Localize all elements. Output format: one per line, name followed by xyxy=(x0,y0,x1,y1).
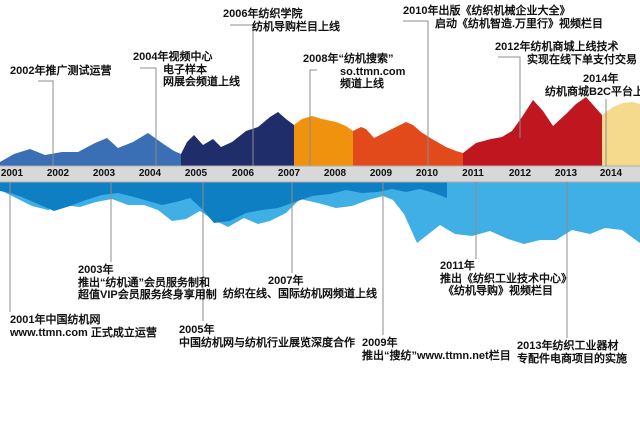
timeline-bar xyxy=(0,166,640,182)
timeline-year-2006: 2006 xyxy=(231,168,255,179)
stream-segment-2011-2013 xyxy=(463,97,602,167)
event-2012-line: 2012年纺机商城上线技术 xyxy=(495,41,619,53)
stream-segment-2009-2010 xyxy=(353,122,463,167)
below-stream-darkblue xyxy=(0,182,447,223)
stream-segment-2005-2006 xyxy=(181,112,294,167)
event-2009: 2009年 推出“搜纺”www.ttmn.net栏目 xyxy=(362,337,511,362)
event-2011-line: 推出《纺织工业技术中心》 xyxy=(440,272,572,285)
event-2001-line: www.ttmn.com 正式成立运营 xyxy=(10,326,157,339)
event-2013-line: 专配件电商项目的实施 xyxy=(517,352,627,365)
event-2013: 2013年纺织工业器材 专配件电商项目的实施 xyxy=(517,340,627,365)
event-2010: 2010年出版《纺织机械企业大全》 启动《纺机智造.万里行》视频栏目 xyxy=(403,5,603,30)
event-2005-line: 2005年 xyxy=(179,324,215,336)
event-2005: 2005年 中国纺机网与纺机行业展览深度合作 xyxy=(179,324,355,349)
event-2004: 2004年视频中心 电子样本 网展会频道上线 xyxy=(133,51,240,89)
event-2012-line: 实现在线下单支付交易 xyxy=(527,53,637,66)
event-2007-line: 2007年 xyxy=(268,275,304,287)
timeline-year-2010: 2010 xyxy=(415,168,439,179)
event-2006-line: 纺机导购栏目上线 xyxy=(252,20,340,33)
stream-segment-2001-2004 xyxy=(0,133,181,167)
event-2012: 2012年纺机商城上线技术 实现在线下单支付交易 xyxy=(495,41,637,66)
event-2003: 2003年 推出“纺机通”会员服务制和 超值VIP会员服务终身享用制 xyxy=(78,264,217,302)
event-2014: 2014年 纺机商城B2C平台上线 xyxy=(545,73,640,98)
event-2009-line: 2009年 xyxy=(362,337,398,349)
timeline-year-2002: 2002 xyxy=(46,168,70,179)
event-2001-line: 2001年中国纺机网 xyxy=(10,314,101,326)
event-2011: 2011年 推出《纺织工业技术中心》 《纺机导购》视频栏目 xyxy=(440,260,572,298)
event-2001: 2001年中国纺机网 www.ttmn.com 正式成立运营 xyxy=(10,314,157,339)
event-2011-line: 2011年 xyxy=(440,260,475,272)
event-2011-line: 《纺机导购》视频栏目 xyxy=(443,285,553,297)
event-2008-line: so.ttmn.com xyxy=(340,65,406,78)
stream-segment-2007-2008 xyxy=(294,116,353,167)
connector-line-2012 xyxy=(498,56,521,138)
connector-line-2010 xyxy=(403,20,429,166)
timeline-year-2007: 2007 xyxy=(277,168,301,179)
event-2006-line: 2006年纺织学院 xyxy=(223,8,303,20)
event-2002: 2002年推广测试运营 xyxy=(10,65,111,78)
event-2010-line: 启动《纺机智造.万里行》视频栏目 xyxy=(435,17,604,30)
timeline-year-2008: 2008 xyxy=(323,168,347,179)
event-2006: 2006年纺织学院 纺机导购栏目上线 xyxy=(223,8,340,33)
timeline-year-2013: 2013 xyxy=(554,168,578,179)
event-2004-line: 电子样本 xyxy=(163,63,207,76)
timeline-year-2003: 2003 xyxy=(92,168,116,179)
event-2002-line: 2002年推广测试运营 xyxy=(10,65,112,77)
connector-line-2002 xyxy=(38,80,54,166)
timeline-year-2005: 2005 xyxy=(184,168,208,179)
event-2003-line: 超值VIP会员服务终身享用制 xyxy=(78,289,217,301)
event-2008: 2008年“纺机搜索” so.ttmn.com 频道上线 xyxy=(303,53,405,91)
event-2008-line: 2008年“纺机搜索” xyxy=(303,53,394,65)
event-2013-line: 2013年纺织工业器材 xyxy=(517,340,619,352)
timeline-year-2004: 2004 xyxy=(138,168,162,179)
event-2007: 2007年 纺织在线、国际纺机网频道上线 xyxy=(223,275,377,300)
timeline-year-2011: 2011 xyxy=(462,168,484,179)
event-2014-line: 纺机商城B2C平台上线 xyxy=(545,85,640,98)
event-2003-line: 2003年 xyxy=(78,264,114,276)
event-2004-line: 网展会频道上线 xyxy=(163,76,240,88)
connector-line-2006 xyxy=(230,24,254,166)
event-2003-line: 推出“纺机通”会员服务制和 xyxy=(78,276,210,289)
connector-line-2008 xyxy=(309,69,317,166)
event-2009-line: 推出“搜纺”www.ttmn.net栏目 xyxy=(362,349,511,362)
event-2007-line: 纺织在线、国际纺机网频道上线 xyxy=(223,287,377,300)
event-2014-line: 2014年 xyxy=(583,73,619,85)
event-2004-line: 2004年视频中心 xyxy=(133,51,213,63)
connector-line-2004 xyxy=(140,67,157,166)
event-2010-line: 2010年出版《纺织机械企业大全》 xyxy=(403,5,571,17)
timeline-year-2014: 2014 xyxy=(599,168,623,179)
event-2008-line: 频道上线 xyxy=(340,78,384,90)
timeline-year-2012: 2012 xyxy=(508,168,532,179)
timeline-year-2001: 2001 xyxy=(0,168,24,179)
timeline-year-2009: 2009 xyxy=(369,168,393,179)
stream-segment-2014 xyxy=(602,102,640,167)
event-2005-line: 中国纺机网与纺机行业展览深度合作 xyxy=(179,336,355,349)
